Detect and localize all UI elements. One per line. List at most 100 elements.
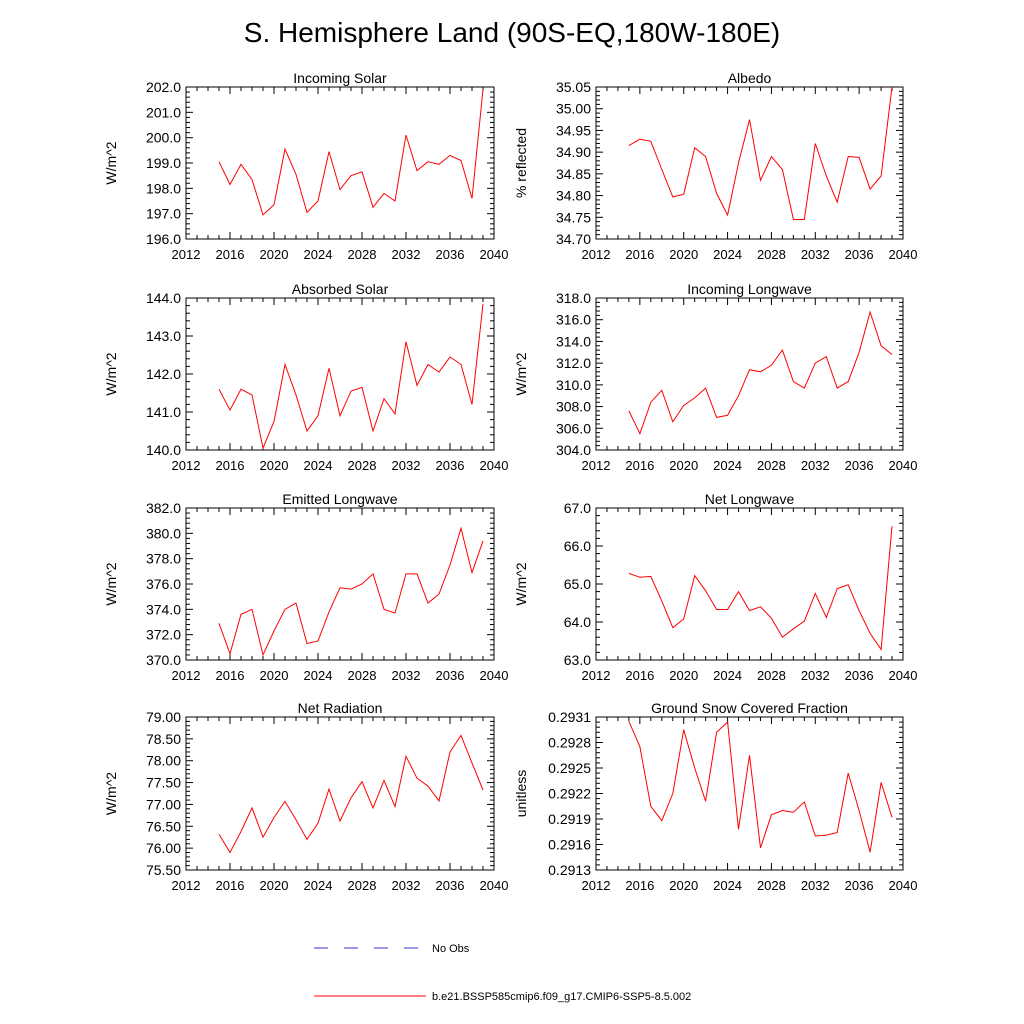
series-line-ground-snow-covered-fraction (628, 721, 893, 853)
x-tick-label: 2028 (757, 878, 786, 893)
y-tick-label: 378.0 (146, 551, 181, 567)
panel-title: Net Radiation (298, 700, 383, 716)
x-tick-label: 2032 (392, 458, 421, 473)
x-tick-label: 2036 (436, 458, 465, 473)
y-tick-label: 372.0 (146, 627, 181, 643)
x-tick-label: 2024 (304, 458, 333, 473)
y-tick-label: 76.50 (146, 818, 181, 834)
series-line-absorbed-solar (218, 303, 484, 450)
x-tick-label: 2028 (348, 458, 377, 473)
plot-frame (185, 297, 495, 451)
y-tick-label: 314.0 (556, 333, 591, 349)
y-axis-label: % reflected (513, 128, 529, 198)
x-tick-label: 2016 (625, 668, 654, 683)
series-line-incoming-solar (218, 89, 484, 216)
y-tick-label: 34.80 (556, 188, 591, 204)
y-tick-label: 140.0 (146, 442, 181, 458)
y-tick-label: 201.0 (146, 104, 181, 120)
y-tick-label: 200.0 (146, 130, 181, 146)
x-tick-label: 2016 (216, 878, 245, 893)
y-tick-label: 34.70 (556, 231, 591, 247)
x-tick-label: 2032 (801, 247, 830, 262)
x-tick-label: 2036 (845, 878, 874, 893)
x-tick-label: 2032 (392, 668, 421, 683)
plot-frame (185, 507, 495, 661)
x-tick-label: 2024 (304, 878, 333, 893)
plot-frame (185, 716, 495, 871)
panel-incoming-longwave: Incoming Longwave W/m^2 2012 2016 2020 2024 20… (513, 281, 917, 473)
x-tick-label: 2020 (260, 668, 289, 683)
panel-title: Absorbed Solar (292, 281, 389, 297)
y-tick-label: 34.85 (556, 166, 591, 182)
x-tick-label: 2036 (845, 458, 874, 473)
y-tick-label: 197.0 (146, 206, 181, 222)
y-tick-label: 202.0 (146, 79, 181, 95)
y-tick-label: 141.0 (146, 404, 181, 420)
panel-grid: Incoming Solar W/m^2 2012 2016 2020 2024 2028 2… (103, 70, 917, 893)
series-line-emitted-longwave (218, 526, 484, 657)
y-tick-label: 0.2931 (548, 709, 591, 725)
x-tick-label: 2036 (436, 668, 465, 683)
x-tick-label: 2040 (480, 878, 509, 893)
x-tick-label: 2032 (392, 247, 421, 262)
x-tick-label: 2036 (845, 668, 874, 683)
x-tick-label: 2040 (480, 458, 509, 473)
y-tick-label: 34.95 (556, 122, 591, 138)
x-tick-label: 2028 (348, 247, 377, 262)
y-tick-label: 79.00 (146, 709, 181, 725)
x-tick-label: 2012 (582, 247, 611, 262)
panel-net-radiation: Net Radiation W/m^2 2012 2016 2020 2024 2028 20… (103, 700, 508, 893)
x-tick-label: 2020 (669, 878, 698, 893)
panel-title: Incoming Solar (293, 70, 387, 86)
panel-ground-snow-covered-fraction: Ground Snow Covered Fraction unitless 2012… (513, 700, 917, 893)
panel-title: Ground Snow Covered Fraction (651, 700, 848, 716)
x-tick-label: 2020 (669, 668, 698, 683)
y-tick-label: 0.2916 (548, 837, 591, 853)
y-tick-label: 0.2919 (548, 811, 591, 827)
y-tick-label: 142.0 (146, 366, 181, 382)
x-tick-label: 2040 (889, 458, 918, 473)
x-tick-label: 2016 (625, 878, 654, 893)
x-tick-label: 2012 (172, 878, 201, 893)
y-tick-label: 196.0 (146, 231, 181, 247)
x-tick-label: 2024 (713, 878, 742, 893)
y-tick-label: 376.0 (146, 576, 181, 592)
x-tick-label: 2024 (304, 668, 333, 683)
y-tick-label: 310.0 (556, 377, 591, 393)
y-tick-label: 370.0 (146, 652, 181, 668)
legend-no-obs-label: No Obs (432, 943, 470, 955)
x-tick-label: 2012 (582, 668, 611, 683)
y-axis-label: unitless (513, 770, 529, 817)
x-tick-label: 2012 (172, 458, 201, 473)
y-tick-label: 144.0 (146, 290, 181, 306)
y-tick-label: 77.00 (146, 796, 181, 812)
y-tick-label: 64.0 (564, 614, 591, 630)
y-tick-label: 0.2913 (548, 862, 591, 878)
x-tick-label: 2036 (436, 878, 465, 893)
x-tick-label: 2020 (260, 458, 289, 473)
x-tick-label: 2012 (582, 458, 611, 473)
y-tick-label: 306.0 (556, 420, 591, 436)
y-tick-label: 380.0 (146, 525, 181, 541)
panel-albedo: Albedo % reflected 2012 2016 2020 2024 2028 203… (513, 70, 917, 262)
x-tick-label: 2012 (172, 247, 201, 262)
x-tick-label: 2028 (757, 247, 786, 262)
series-line-incoming-longwave (628, 310, 893, 436)
x-tick-label: 2028 (348, 878, 377, 893)
x-tick-label: 2040 (889, 247, 918, 262)
y-tick-label: 0.2925 (548, 760, 591, 776)
series-line-albedo (628, 86, 893, 220)
y-tick-label: 35.00 (556, 101, 591, 117)
plot-frame (185, 86, 495, 240)
y-tick-label: 63.0 (564, 652, 591, 668)
x-tick-label: 2016 (216, 668, 245, 683)
x-tick-label: 2032 (392, 878, 421, 893)
y-tick-label: 65.0 (564, 576, 591, 592)
x-tick-label: 2024 (713, 247, 742, 262)
panel-title: Net Longwave (705, 491, 795, 507)
x-tick-label: 2036 (845, 247, 874, 262)
panel-title: Incoming Longwave (687, 281, 812, 297)
x-tick-label: 2040 (889, 878, 918, 893)
panel-absorbed-solar: Absorbed Solar W/m^2 2012 2016 2020 2024 2028 2… (103, 281, 508, 473)
